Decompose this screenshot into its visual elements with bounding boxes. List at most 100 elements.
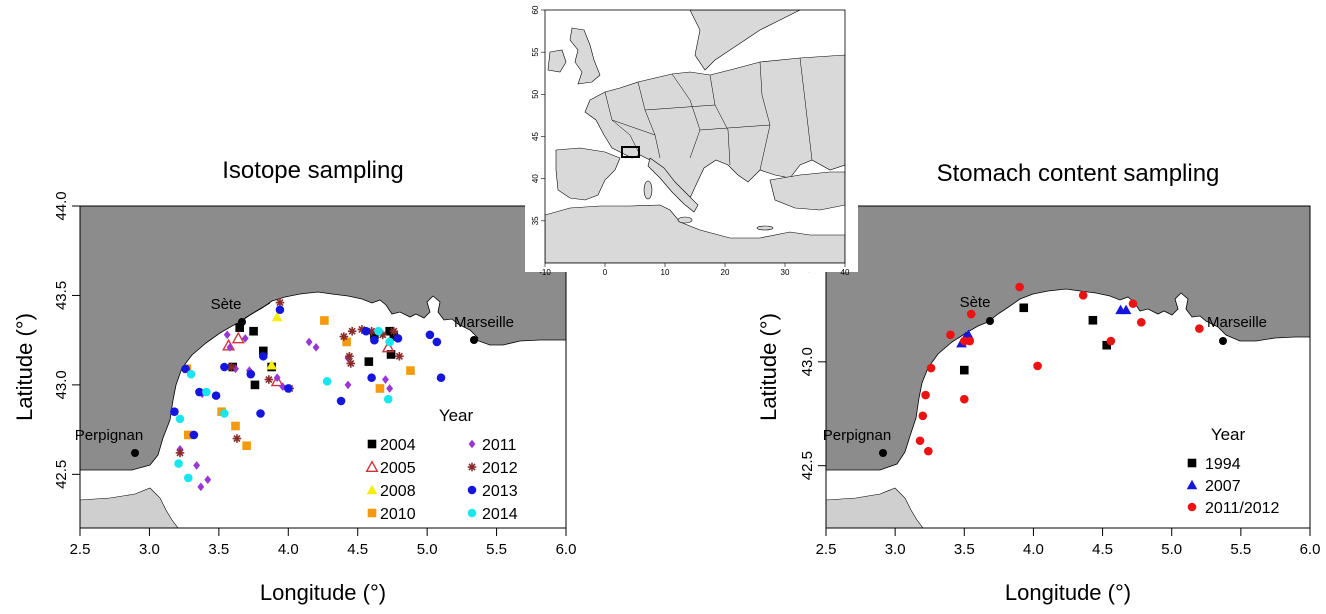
sample-point-2005 — [231, 331, 245, 344]
legend-marker-2013 — [467, 485, 477, 495]
legend-marker-2007 — [1186, 479, 1198, 490]
sample-point-2008 — [266, 359, 277, 370]
left-x-axis: 2.5 3.0 3.5 4.0 4.5 5.0 5.5 6.0 — [70, 528, 576, 558]
sample-point-2004 — [250, 380, 260, 390]
sample-point-2014 — [175, 414, 185, 424]
left-legend: Year 2004 2005 2008 2010 2011 2012 2013 … — [365, 406, 518, 523]
sete-label: Sète — [960, 294, 991, 311]
sample-point-2011-2012 — [946, 330, 955, 340]
sample-point-2011 — [386, 384, 394, 393]
sample-point-2011-2012 — [965, 336, 975, 346]
sample-point-2011 — [279, 382, 287, 391]
sample-point-2011-2012 — [1195, 324, 1204, 333]
sample-point-2005 — [270, 374, 284, 387]
x-tick-label: 5.5 — [1230, 541, 1251, 558]
inset-y-tick-label: 55 — [531, 47, 540, 56]
legend-2011-label: 2011 — [482, 437, 517, 454]
marseille-marker — [1219, 337, 1227, 345]
sample-point-2013 — [246, 369, 256, 379]
sample-point-2011 — [312, 343, 320, 352]
inset-y-tick-label: 35 — [531, 216, 540, 225]
sample-point-2013 — [170, 407, 179, 417]
sample-point-2011 — [344, 380, 352, 390]
sete-label: Sète — [211, 296, 242, 313]
sample-point-2011 — [241, 334, 249, 343]
sample-point-2011 — [273, 373, 281, 383]
sample-point-2013 — [181, 364, 190, 374]
sample-point-2011-2012 — [926, 363, 936, 373]
sample-point-2004 — [386, 350, 396, 359]
left-spain-land — [80, 487, 179, 528]
left-map-panel: Isotope sampling Sète Marseille Perpigna… — [12, 157, 576, 605]
x-tick-label: 2.5 — [70, 541, 91, 558]
sample-point-2011-2012 — [1078, 291, 1088, 300]
sample-point-2012 — [345, 351, 354, 361]
legend-marker-2010 — [367, 508, 377, 518]
perpignan-marker — [879, 449, 887, 457]
right-legend-entries: 1994 2007 2011/2012 — [1186, 456, 1280, 517]
europe-inset: -10 0 10 20 30 40 35 40 45 50 55 60 — [525, 0, 858, 277]
sample-point-1994 — [1102, 340, 1112, 350]
inset-iberia — [555, 147, 621, 201]
right-cities: Sète Marseille Perpignan — [823, 294, 1267, 457]
inset-x-tick-label: 40 — [841, 268, 850, 277]
sample-point-2010 — [184, 430, 193, 440]
left-legend-entries: 2004 2005 2008 2010 2011 2012 2013 2014 — [365, 437, 518, 523]
sample-point-2010 — [342, 337, 351, 347]
inset-sardinia — [643, 180, 653, 200]
inset-crete — [756, 225, 774, 231]
sample-point-2010 — [406, 366, 415, 375]
inset-x-tick-label: 10 — [661, 268, 670, 277]
sample-point-2004 — [389, 332, 399, 341]
inset-britain — [569, 27, 601, 85]
x-tick-label: 5.5 — [486, 541, 507, 558]
inset-x-tick-label: -10 — [539, 268, 551, 277]
legend-marker-2014 — [467, 508, 477, 518]
x-tick-label: 4.0 — [1023, 541, 1044, 558]
x-tick-label: 3.0 — [139, 541, 160, 558]
legend-marker-2011 — [468, 439, 476, 449]
sample-point-2004 — [235, 323, 244, 332]
sample-point-2014 — [184, 473, 193, 483]
inset-study-area-box — [621, 146, 640, 158]
sample-point-2011-2012 — [1015, 282, 1024, 292]
sample-point-2011 — [382, 375, 389, 384]
y-tick-label: 44.0 — [53, 191, 70, 220]
sample-point-2013 — [432, 337, 442, 347]
inset-ireland — [547, 49, 567, 73]
sample-point-2014 — [374, 326, 383, 336]
x-tick-label: 3.0 — [885, 541, 906, 558]
marseille-label: Marseille — [454, 314, 514, 331]
inset-map-area — [545, 10, 845, 263]
sample-point-2014 — [383, 394, 393, 404]
sample-point-2012 — [175, 448, 185, 458]
sample-point-1994 — [1088, 315, 1098, 325]
sample-point-2014 — [186, 369, 196, 379]
legend-2012-label: 2012 — [482, 460, 518, 477]
sample-point-2014 — [174, 459, 183, 468]
inset-axes: -10 0 10 20 30 40 35 40 45 50 55 60 — [531, 5, 850, 277]
inset-y-tick-label: 60 — [531, 5, 540, 14]
y-tick-label: 43.0 — [799, 347, 816, 376]
right-sea — [826, 288, 1310, 528]
left-legend-title: Year — [439, 406, 474, 425]
legend-marker-1994 — [1187, 458, 1197, 468]
sample-point-2011-2012 — [966, 309, 976, 319]
sample-point-2013 — [393, 334, 403, 343]
inset-scandinavia — [689, 10, 801, 71]
right-x-axis: 2.5 3.0 3.5 4.0 4.5 5.0 5.5 6.0 — [816, 528, 1320, 558]
inset-y-tick-label: 50 — [531, 89, 540, 98]
sample-point-2004 — [364, 357, 374, 366]
x-tick-label: 4.5 — [1092, 541, 1113, 558]
sample-point-2004 — [249, 326, 258, 336]
sample-point-2012 — [264, 375, 274, 384]
sample-point-1994 — [959, 365, 969, 375]
sample-point-2011-2012 — [1033, 361, 1042, 371]
inset-x-tick-label: 30 — [781, 268, 790, 277]
x-tick-label: 3.5 — [954, 541, 975, 558]
right-plot-frame — [825, 205, 1311, 529]
inset-italy — [647, 157, 699, 213]
right-map-area — [826, 206, 1310, 528]
sample-point-2011-2012 — [959, 394, 969, 404]
y-tick-label: 42.5 — [799, 451, 816, 480]
